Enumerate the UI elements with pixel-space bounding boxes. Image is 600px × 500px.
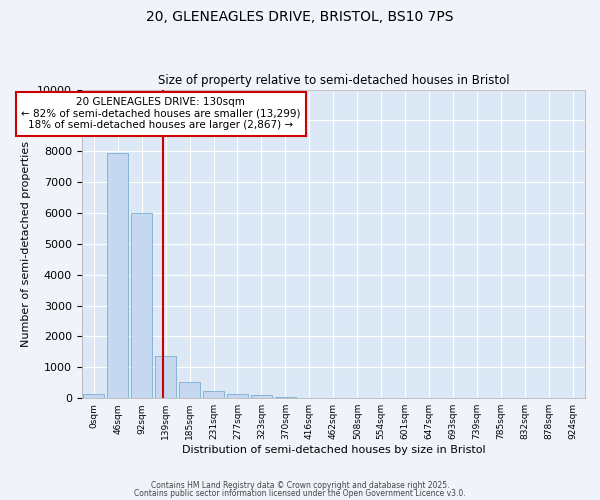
Y-axis label: Number of semi-detached properties: Number of semi-detached properties — [22, 141, 31, 347]
Bar — [251, 395, 272, 398]
Bar — [227, 394, 248, 398]
Bar — [275, 396, 296, 398]
Text: 20, GLENEAGLES DRIVE, BRISTOL, BS10 7PS: 20, GLENEAGLES DRIVE, BRISTOL, BS10 7PS — [146, 10, 454, 24]
Bar — [131, 213, 152, 398]
Bar — [179, 382, 200, 398]
Text: Contains HM Land Registry data © Crown copyright and database right 2025.: Contains HM Land Registry data © Crown c… — [151, 481, 449, 490]
Bar — [203, 391, 224, 398]
Bar — [155, 356, 176, 398]
Title: Size of property relative to semi-detached houses in Bristol: Size of property relative to semi-detach… — [158, 74, 509, 87]
X-axis label: Distribution of semi-detached houses by size in Bristol: Distribution of semi-detached houses by … — [182, 445, 485, 455]
Bar — [83, 394, 104, 398]
Text: Contains public sector information licensed under the Open Government Licence v3: Contains public sector information licen… — [134, 488, 466, 498]
Bar — [107, 153, 128, 398]
Text: 20 GLENEAGLES DRIVE: 130sqm
← 82% of semi-detached houses are smaller (13,299)
1: 20 GLENEAGLES DRIVE: 130sqm ← 82% of sem… — [21, 98, 301, 130]
